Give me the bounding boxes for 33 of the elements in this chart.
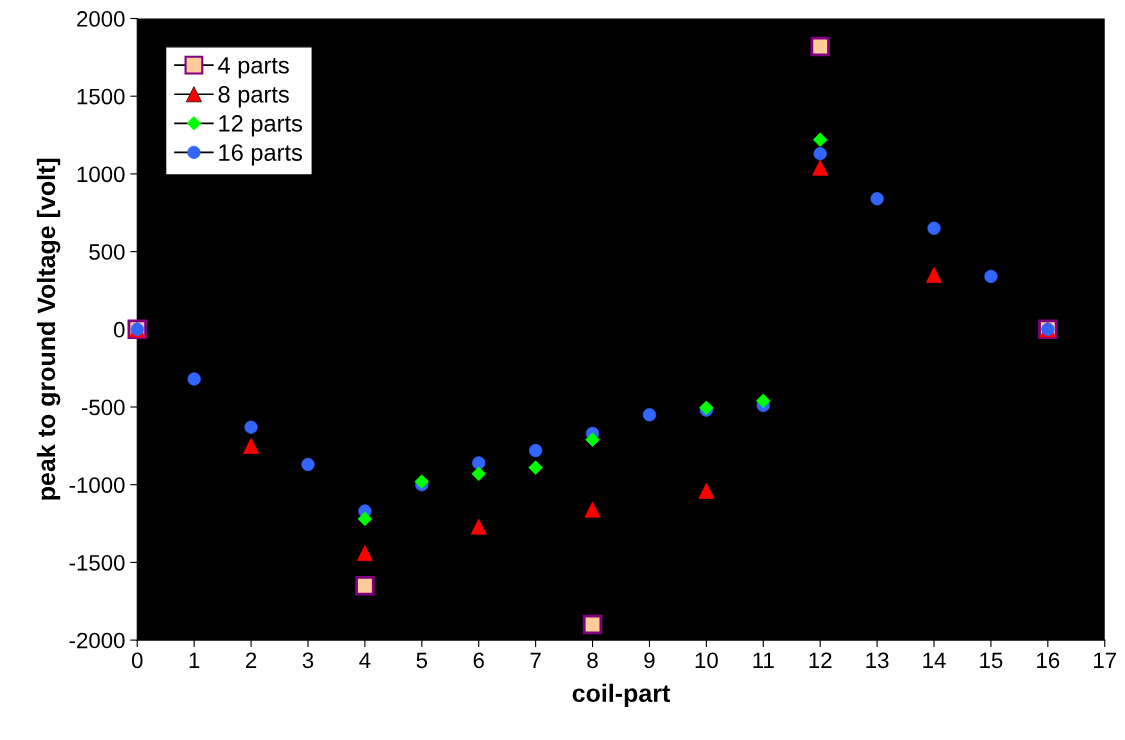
x-tick-label: 12	[809, 652, 832, 669]
y-tick-label: 500	[89, 244, 125, 260]
x-tick-label: 7	[530, 652, 541, 669]
x-tick-label: 4	[359, 652, 371, 669]
x-tick-label: 17	[1094, 652, 1116, 669]
y-tick-label: 0	[113, 321, 125, 338]
x-tick-label: 5	[416, 652, 428, 669]
legend-label: 16 parts	[219, 144, 302, 166]
y-tick-label: -1000	[69, 477, 125, 493]
x-tick-label: 14	[923, 652, 946, 669]
y-tick-label: 2000	[77, 11, 125, 27]
legend-label: 4 parts	[218, 57, 289, 79]
x-tick-label: 2	[246, 652, 257, 669]
x-axis-title: coil-part	[572, 683, 671, 708]
y-tick-label: -2000	[69, 632, 125, 649]
x-tick-label: 13	[866, 652, 889, 669]
y-tick-label: -1500	[69, 554, 125, 571]
legend-label: 8 parts	[218, 85, 289, 108]
x-tick-label: 6	[473, 652, 484, 669]
x-tick-label: 8	[587, 652, 598, 669]
x-tick-label: 15	[980, 652, 1003, 669]
y-tick-label: -500	[81, 399, 125, 416]
y-tick-label: 1000	[77, 166, 125, 183]
x-tick-label: 1	[189, 652, 200, 669]
y-tick-label: 1500	[77, 88, 125, 105]
x-tick-label: 9	[644, 652, 655, 669]
x-tick-label: 0	[131, 652, 143, 669]
legend-label: 12 parts	[219, 115, 302, 137]
x-tick-label: 10	[695, 652, 718, 669]
x-tick-label: 16	[1037, 652, 1060, 669]
x-tick-label: 11	[753, 652, 774, 669]
x-tick-label: 3	[302, 652, 314, 669]
y-axis-title: peak to ground Voltage [volt]	[36, 158, 61, 500]
